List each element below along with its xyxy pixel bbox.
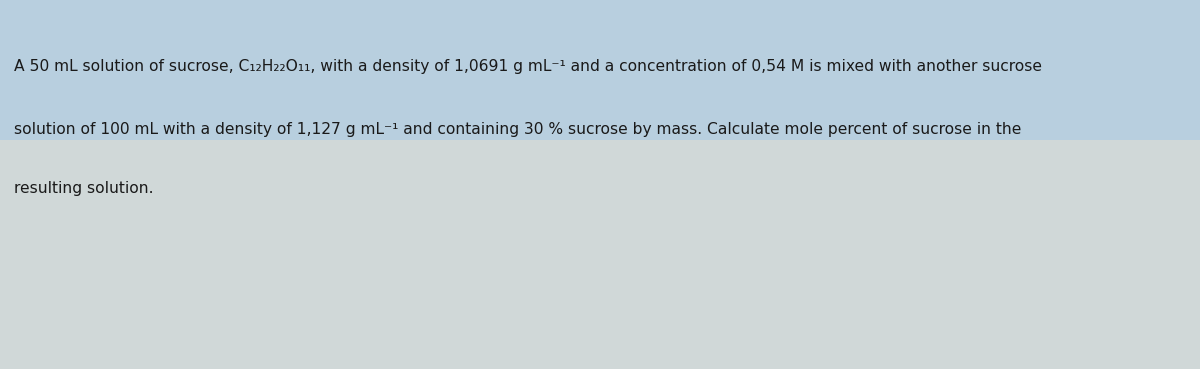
Text: solution of 100 mL with a density of 1,127 g mL⁻¹ and containing 30 % sucrose by: solution of 100 mL with a density of 1,1… <box>14 122 1021 137</box>
FancyBboxPatch shape <box>0 0 1200 140</box>
Text: resulting solution.: resulting solution. <box>14 181 154 196</box>
Text: A 50 mL solution of sucrose, C₁₂H₂₂O₁₁, with a density of 1,0691 g mL⁻¹ and a co: A 50 mL solution of sucrose, C₁₂H₂₂O₁₁, … <box>14 59 1043 74</box>
